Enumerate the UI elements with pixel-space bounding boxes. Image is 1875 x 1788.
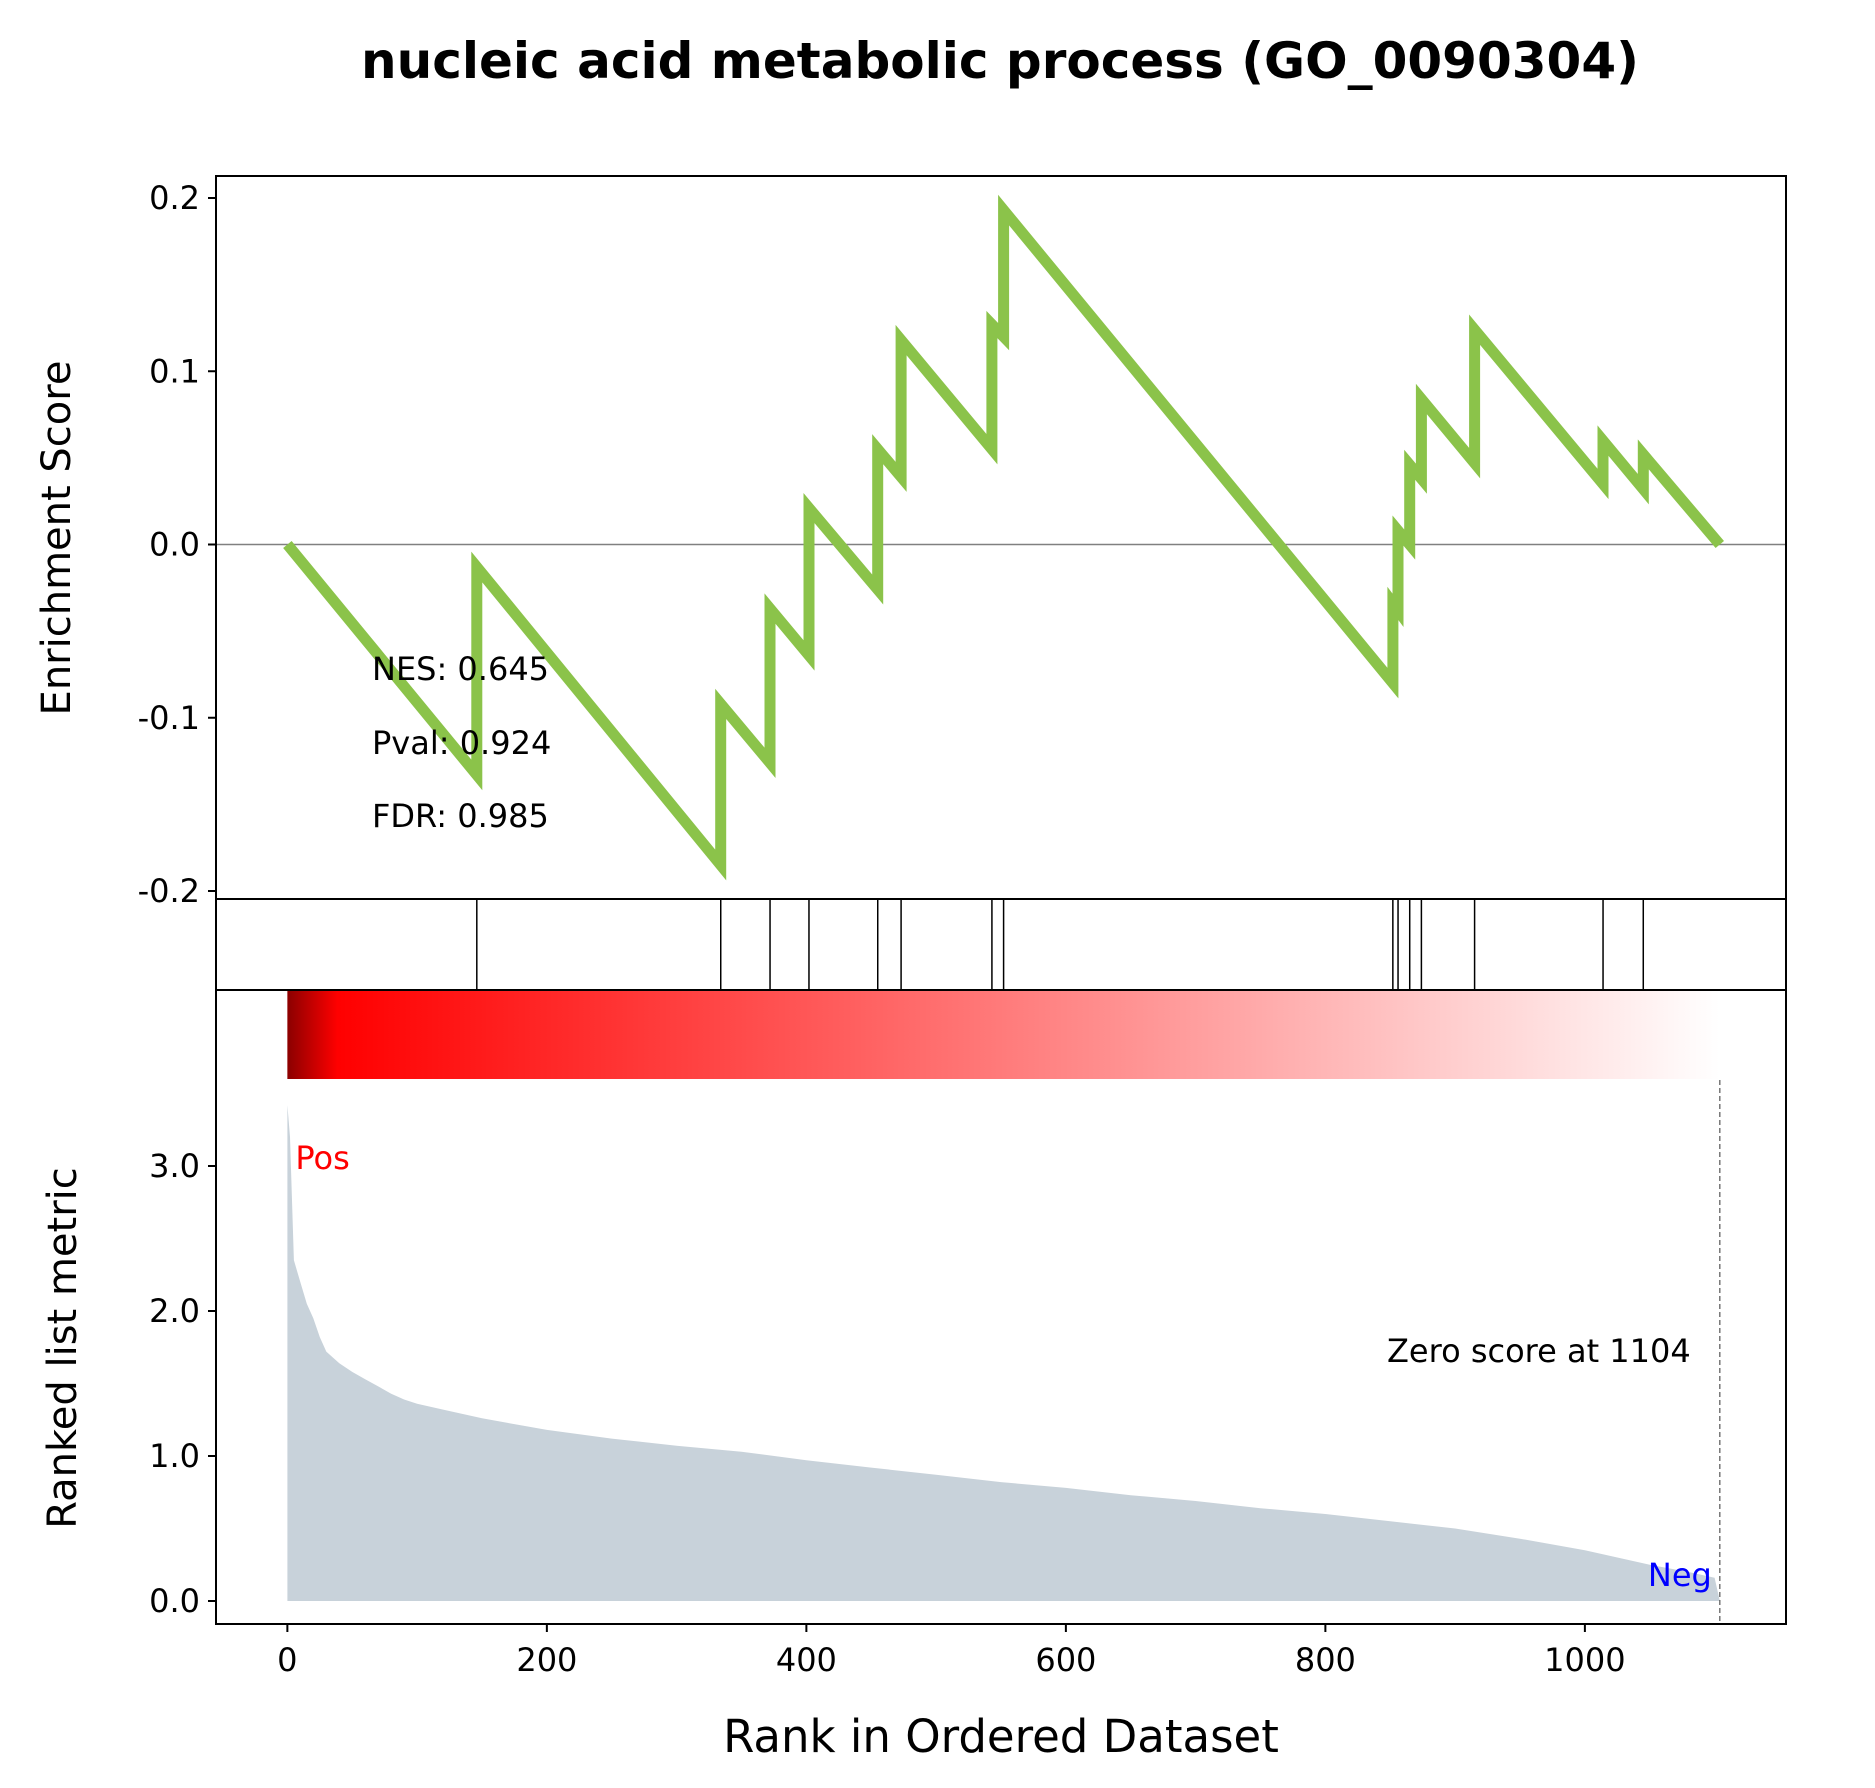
nes-stat: NES: 0.645 xyxy=(372,650,549,688)
es-y-tick-label: 0.2 xyxy=(149,179,200,217)
ranked-y-tick-label: 2.0 xyxy=(149,1292,200,1330)
enrichment-score-line xyxy=(283,194,1724,881)
gene-hit-lines xyxy=(476,899,1645,990)
ranked-metric-panel: 0.01.02.03.0 Pos Neg Zero score at 1104 … xyxy=(40,989,1787,1763)
pos-label: Pos xyxy=(295,1139,349,1177)
x-tick-label: 200 xyxy=(516,1641,577,1679)
hits-panel-frame xyxy=(215,898,1787,991)
ranked-y-ticks: 0.0 1.0 2.0 3.0 xyxy=(149,1147,216,1620)
pval-stat: Pval: 0.924 xyxy=(372,724,551,762)
ranked-y-axis-label: Ranked list metric xyxy=(40,1167,86,1529)
ranked-y-tick-label: 3.0 xyxy=(149,1147,200,1185)
fdr-stat: FDR: 0.985 xyxy=(372,797,549,835)
gene-hits-panel xyxy=(215,898,1787,991)
x-tick-label: 400 xyxy=(776,1641,837,1679)
es-y-tick-label: -0.1 xyxy=(138,699,200,737)
x-tick-label: 1000 xyxy=(1544,1641,1625,1679)
x-axis-label: Rank in Ordered Dataset xyxy=(723,1710,1279,1763)
ranked-heatmap-bar xyxy=(287,991,1720,1079)
ranked-metric-area xyxy=(287,1105,1720,1601)
enrichment-score-panel: 0.2 0.1 0.0 -0.1 -0.2 NES: 0.645 Pval: 0.924… xyxy=(34,175,1787,910)
neg-label: Neg xyxy=(1648,1556,1712,1594)
zero-score-annotation: Zero score at 1104 xyxy=(1387,1332,1691,1370)
ranked-panel-frame xyxy=(215,989,1787,1625)
x-axis-ticks: 0 200 400 600 800 1000 xyxy=(277,1624,1626,1679)
es-y-tick-label: 0.1 xyxy=(149,352,200,390)
x-tick-label: 0 xyxy=(277,1641,297,1679)
es-y-tick-label: -0.2 xyxy=(138,872,200,910)
enrichment-y-ticks: 0.2 0.1 0.0 -0.1 -0.2 xyxy=(138,179,216,910)
ranked-y-tick-label: 1.0 xyxy=(149,1437,200,1475)
enrichment-y-axis-label: Enrichment Score xyxy=(34,361,80,716)
chart-title: nucleic acid metabolic process (GO_00903… xyxy=(361,32,1639,90)
es-y-tick-label: 0.0 xyxy=(149,526,200,564)
x-tick-label: 800 xyxy=(1295,1641,1356,1679)
ranked-y-tick-label: 0.0 xyxy=(149,1582,200,1620)
x-tick-label: 600 xyxy=(1035,1641,1096,1679)
